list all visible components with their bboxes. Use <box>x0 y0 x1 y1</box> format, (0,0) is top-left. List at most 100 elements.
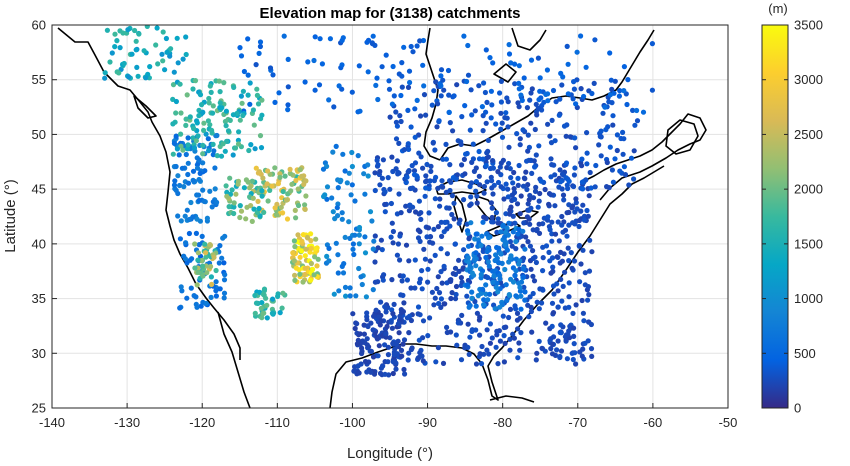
catchment-point <box>506 220 512 226</box>
catchment-point <box>247 80 253 86</box>
catchment-point <box>231 84 237 90</box>
x-tick-label: -140 <box>39 415 65 430</box>
catchment-point <box>452 265 459 271</box>
catchment-point <box>177 236 183 242</box>
catchment-point <box>255 170 261 176</box>
coastline-gulf <box>329 165 665 408</box>
catchment-point <box>517 288 524 294</box>
catchment-point <box>509 243 515 249</box>
catchment-point <box>439 233 445 239</box>
catchment-point <box>511 61 518 67</box>
catchment-point <box>184 92 190 98</box>
catchment-point <box>515 182 521 188</box>
catchment-point <box>251 206 257 212</box>
catchment-point <box>614 147 620 154</box>
catchment-point <box>339 62 345 68</box>
catchment-point <box>114 38 120 44</box>
catchment-point <box>375 353 381 359</box>
catchment-point <box>600 110 606 116</box>
catchment-point <box>456 220 462 226</box>
catchment-point <box>382 201 388 208</box>
catchment-point <box>312 246 318 252</box>
catchment-point <box>509 192 515 198</box>
catchment-point <box>530 273 536 279</box>
catchment-point <box>299 248 305 254</box>
catchment-point <box>194 304 200 310</box>
catchment-point <box>598 153 604 159</box>
catchment-point <box>388 234 394 240</box>
catchment-point <box>502 340 508 346</box>
catchment-point <box>534 112 540 118</box>
catchment-point <box>604 184 610 190</box>
catchment-point <box>453 176 459 182</box>
catchment-point <box>604 159 610 166</box>
catchment-point <box>459 312 465 318</box>
catchment-point <box>374 157 380 163</box>
catchment-point <box>436 290 443 296</box>
catchment-point <box>448 329 454 335</box>
catchment-point <box>620 129 626 135</box>
catchment-point <box>389 154 395 160</box>
catchment-point <box>394 252 400 258</box>
catchment-point <box>253 300 260 306</box>
catchment-point <box>302 202 308 208</box>
catchment-point <box>435 101 441 107</box>
catchment-point <box>528 120 534 126</box>
catchment-point <box>389 325 395 331</box>
catchment-point <box>477 182 483 188</box>
catchment-point <box>586 268 593 274</box>
catchment-point <box>365 69 371 75</box>
x-axis-label: Longitude (°) <box>347 445 433 462</box>
catchment-point <box>548 270 554 276</box>
catchment-point <box>370 354 377 360</box>
catchment-point <box>423 173 429 179</box>
catchment-point <box>295 186 301 192</box>
catchment-point <box>547 227 553 233</box>
catchment-point <box>382 371 388 377</box>
catchment-point <box>516 226 522 232</box>
catchment-point <box>624 101 630 108</box>
catchment-point <box>489 205 495 211</box>
catchment-point <box>181 184 187 190</box>
catchment-point <box>238 93 244 99</box>
catchment-point <box>373 307 379 313</box>
catchment-point <box>483 162 489 169</box>
catchment-point <box>221 260 227 266</box>
catchment-point <box>289 181 295 187</box>
catchment-point <box>435 224 441 230</box>
catchment-point <box>160 58 166 64</box>
catchment-point <box>520 228 526 234</box>
catchment-point <box>408 43 414 50</box>
catchment-point <box>454 82 460 88</box>
catchment-point <box>570 356 576 363</box>
catchment-point <box>511 186 517 192</box>
catchment-point <box>444 251 450 257</box>
catchment-point <box>285 102 291 108</box>
catchment-point <box>277 171 283 177</box>
catchment-point <box>465 277 471 284</box>
catchment-point <box>583 64 589 70</box>
catchment-point <box>469 295 475 301</box>
catchment-point <box>277 310 283 316</box>
y-tick-label: 55 <box>32 72 46 87</box>
catchment-point <box>506 51 513 57</box>
catchment-point <box>579 353 585 359</box>
catchment-point <box>182 213 188 219</box>
catchment-point <box>484 347 490 353</box>
catchment-point <box>484 327 490 333</box>
catchment-point <box>490 279 496 285</box>
catchment-point <box>487 340 493 346</box>
catchment-point <box>549 351 556 357</box>
catchment-point <box>219 105 225 111</box>
catchment-point <box>592 37 598 43</box>
catchment-point <box>412 257 418 263</box>
catchment-point <box>439 280 445 286</box>
catchment-point <box>586 193 592 199</box>
catchment-point <box>576 242 583 249</box>
catchment-point <box>321 193 327 200</box>
catchment-point <box>420 37 427 44</box>
catchment-point <box>532 126 538 133</box>
catchment-point <box>526 197 532 203</box>
catchment-point <box>362 191 368 197</box>
catchment-point <box>197 170 203 176</box>
